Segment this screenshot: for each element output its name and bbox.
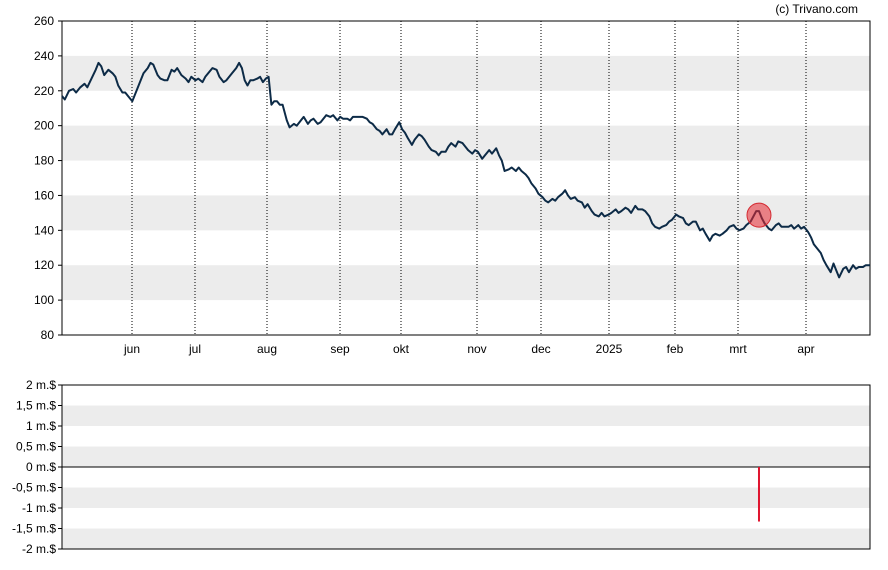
transaction-bar bbox=[757, 467, 760, 522]
grid-band bbox=[62, 487, 870, 508]
y-tick-label: 240 bbox=[34, 49, 54, 63]
x-tick-label: jul bbox=[188, 342, 201, 356]
y-tick-label: 220 bbox=[34, 84, 54, 98]
plot-frame bbox=[61, 20, 871, 336]
x-tick-label: feb bbox=[667, 342, 684, 356]
y-tick-label: -1 m.$ bbox=[22, 501, 56, 515]
y-tick-label: 0,5 m.$ bbox=[16, 440, 56, 454]
y-tick-label: 140 bbox=[34, 223, 54, 237]
x-tick-label: 2025 bbox=[596, 342, 623, 356]
y-tick-label: 180 bbox=[34, 154, 54, 168]
x-tick-label: apr bbox=[797, 342, 814, 356]
x-tick-label: sep bbox=[330, 342, 350, 356]
price-series-line bbox=[61, 61, 870, 279]
grid-band bbox=[62, 55, 870, 91]
grid-band bbox=[62, 528, 870, 549]
y-tick-label: 80 bbox=[41, 328, 55, 342]
grid-band bbox=[62, 405, 870, 426]
event-marker bbox=[746, 202, 772, 228]
y-tick-label: 160 bbox=[34, 188, 54, 202]
y-tick-label: -0,5 m.$ bbox=[12, 481, 56, 495]
y-tick-label: 200 bbox=[34, 119, 54, 133]
grid-band bbox=[62, 446, 870, 467]
x-tick-label: jun bbox=[123, 342, 140, 356]
y-tick-label: -2 m.$ bbox=[22, 542, 56, 556]
plot-frame bbox=[61, 384, 871, 550]
y-tick-label: 260 bbox=[34, 14, 54, 28]
y-tick-label: -1,5 m.$ bbox=[12, 522, 56, 536]
x-tick-label: okt bbox=[393, 342, 410, 356]
x-tick-label: dec bbox=[531, 342, 550, 356]
y-tick-label: 120 bbox=[34, 258, 54, 272]
y-tick-label: 0 m.$ bbox=[26, 460, 56, 474]
copyright-label: (c) Trivano.com bbox=[775, 2, 858, 16]
y-tick-label: 1 m.$ bbox=[26, 419, 56, 433]
y-tick-label: 2 m.$ bbox=[26, 378, 56, 392]
x-tick-label: nov bbox=[467, 342, 486, 356]
y-tick-label: 100 bbox=[34, 293, 54, 307]
x-tick-label: aug bbox=[257, 342, 277, 356]
grid-band bbox=[62, 125, 870, 161]
grid-band bbox=[62, 195, 870, 231]
y-tick-label: 1,5 m.$ bbox=[16, 399, 56, 413]
grid-band bbox=[62, 265, 870, 301]
x-tick-label: mrt bbox=[729, 342, 747, 356]
